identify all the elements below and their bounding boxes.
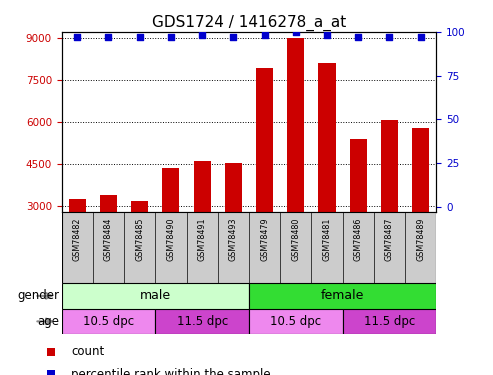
Point (229, 34, 237, 40)
Text: GSM78486: GSM78486 (354, 217, 363, 261)
Point (354, 34, 362, 40)
Bar (62, 283, 249, 309)
Bar (225, 163, 242, 291)
Bar (155, 309, 249, 334)
Text: GSM78489: GSM78489 (416, 217, 425, 261)
Bar (318, 63, 336, 291)
Bar (249, 283, 436, 309)
Title: GDS1724 / 1416278_a_at: GDS1724 / 1416278_a_at (152, 14, 346, 30)
Bar (62, 309, 155, 334)
Bar (287, 38, 304, 291)
Text: 11.5 dpc: 11.5 dpc (176, 315, 228, 328)
Text: GSM78480: GSM78480 (291, 217, 300, 261)
Point (198, 32, 206, 38)
Point (292, 29, 300, 35)
Text: GSM78482: GSM78482 (73, 217, 82, 261)
Point (386, 34, 393, 40)
Point (261, 32, 269, 38)
Text: GSM78485: GSM78485 (135, 217, 144, 261)
Point (167, 34, 175, 40)
Text: GSM78490: GSM78490 (167, 217, 176, 261)
Text: GSM78479: GSM78479 (260, 217, 269, 261)
Text: GSM78481: GSM78481 (322, 217, 331, 261)
Bar (131, 201, 148, 291)
Text: 11.5 dpc: 11.5 dpc (364, 315, 415, 328)
Text: gender: gender (17, 290, 59, 302)
Bar (100, 195, 117, 291)
Bar (381, 120, 398, 291)
Text: age: age (37, 315, 59, 328)
Bar (350, 139, 367, 291)
Point (105, 34, 112, 40)
Text: count: count (71, 345, 105, 358)
Point (136, 34, 143, 40)
Bar (256, 68, 273, 291)
Bar (412, 128, 429, 291)
Text: percentile rank within the sample: percentile rank within the sample (71, 368, 271, 375)
Point (73, 34, 81, 40)
Text: GSM78487: GSM78487 (385, 217, 394, 261)
Bar (343, 309, 436, 334)
Bar (69, 199, 86, 291)
Text: 10.5 dpc: 10.5 dpc (270, 315, 321, 328)
Bar (249, 309, 343, 334)
Text: male: male (140, 290, 171, 302)
Point (323, 32, 331, 38)
Bar (194, 161, 211, 291)
Point (417, 34, 424, 40)
Text: GSM78491: GSM78491 (198, 217, 207, 261)
Text: 10.5 dpc: 10.5 dpc (83, 315, 134, 328)
Text: GSM78484: GSM78484 (104, 217, 113, 261)
Text: GSM78493: GSM78493 (229, 217, 238, 261)
Text: female: female (321, 290, 364, 302)
Bar (162, 168, 179, 291)
